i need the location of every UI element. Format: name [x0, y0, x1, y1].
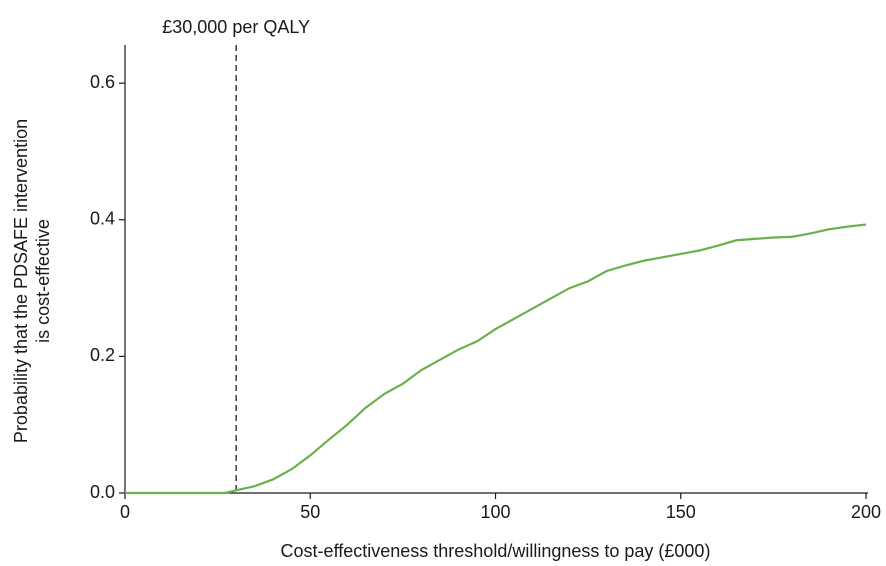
x-tick-label: 150 [666, 502, 696, 522]
y-tick-label: 0.4 [90, 209, 115, 229]
data-line [125, 223, 867, 495]
y-tick-label: 0.2 [90, 345, 115, 365]
x-tick-label: 200 [851, 502, 881, 522]
x-axis-label: Cost-effectiveness threshold/willingness… [281, 541, 711, 561]
y-axis-label: Probability that the PDSAFE intervention [11, 119, 31, 443]
x-tick-label: 0 [120, 502, 130, 522]
x-tick-label: 100 [480, 502, 510, 522]
annotation: £30,000 per QALY [162, 17, 310, 37]
y-axis-label: is cost-effective [33, 219, 53, 343]
x-tick-label: 50 [300, 502, 320, 522]
y-tick-label: 0.0 [90, 482, 115, 502]
y-tick-label: 0.6 [90, 72, 115, 92]
